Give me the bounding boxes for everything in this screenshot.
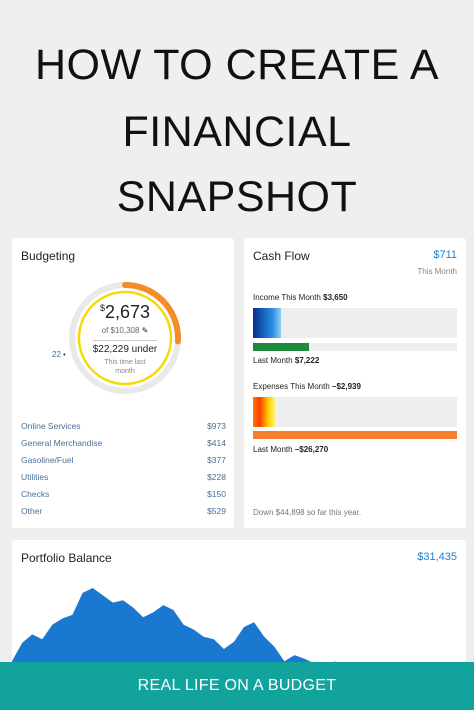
category-row[interactable]: Gasoline/Fuel $377 [21,455,226,472]
income-last-month-bar [253,343,457,351]
category-amount: $150 [207,489,226,499]
expense-last-label-text: Last Month [253,445,293,454]
ring-divider [93,340,157,341]
title-line-1: HOW TO CREATE A [34,41,440,89]
expense-label: Expenses This Month –$2,939 [253,382,361,391]
income-value: $3,650 [323,293,348,302]
expense-last-month-fill [253,431,457,439]
category-row[interactable]: General Merchandise $414 [21,438,226,455]
income-last-value: $7,222 [294,356,320,365]
budget-total: of $10,308 ✎ [69,326,181,335]
day-marker: 22 • [52,350,66,359]
category-name: Online Services [21,421,81,431]
cash-flow-period: This Month [417,267,457,276]
income-last-label: Last Month $7,222 [253,356,319,365]
expense-last-value: –$26,270 [294,445,329,454]
category-name: General Merchandise [21,438,103,448]
category-amount: $529 [207,506,226,516]
income-label-text: Income This Month [253,293,321,302]
budgeting-card[interactable]: Budgeting $2,673 of $10,308 ✎ $22,229 un… [12,238,234,528]
portfolio-amount: $31,435 [417,551,457,563]
expense-bar [253,397,457,427]
expense-last-label: Last Month –$26,270 [253,445,328,454]
cash-flow-card[interactable]: Cash Flow $711 This Month Income This Mo… [244,238,466,528]
comparison-note: This time last month [104,359,146,375]
category-row[interactable]: Other $529 [21,506,226,523]
income-last-month-fill [253,343,309,351]
currency-symbol: $ [99,303,105,313]
budget-summary: $2,673 of $10,308 ✎ $22,229 under This t… [69,282,181,394]
category-name: Gasoline/Fuel [21,455,74,465]
category-amount: $228 [207,472,226,482]
brand-banner: REAL LIFE ON A BUDGET [0,662,474,710]
category-name: Checks [21,489,50,499]
category-list: Online Services $973 General Merchandise $4… [21,421,226,523]
spent-amount: $2,673 [69,302,181,323]
budgeting-title: Budgeting [21,249,76,263]
category-amount: $973 [207,421,226,431]
expense-value: –$2,939 [332,382,361,391]
title-line-2: FINANCIAL [122,108,352,156]
category-row[interactable]: Checks $150 [21,489,226,506]
portfolio-title: Portfolio Balance [21,551,112,565]
under-budget-text: $22,229 under [92,344,158,355]
category-amount: $377 [207,455,226,465]
income-bar-fill [253,308,281,338]
budget-ring [69,282,181,394]
income-label: Income This Month $3,650 [253,293,348,302]
expense-last-month-bar [253,431,457,439]
income-last-label-text: Last Month [253,356,293,365]
spent-value: 2,673 [104,302,151,322]
cash-flow-title: Cash Flow [253,249,310,263]
dot-icon: • [63,352,66,359]
category-row[interactable]: Utilities $228 [21,472,226,489]
banner-text: REAL LIFE ON A BUDGET [137,677,337,694]
pencil-icon[interactable]: ✎ [141,326,149,335]
title-line-3: SNAPSHOT [116,173,358,221]
cash-flow-amount: $711 [433,249,457,261]
category-amount: $414 [207,438,226,448]
budget-total-text: of $10,308 [101,326,140,335]
category-name: Other [21,506,43,516]
expense-label-text: Expenses This Month [253,382,330,391]
expense-bar-fill [253,397,275,427]
category-name: Utilities [21,472,49,482]
cash-flow-footer: Down $44,898 so far this year. [253,508,362,517]
category-row[interactable]: Online Services $973 [21,421,226,438]
title-header: HOW TO CREATE A FINANCIAL SNAPSHOT [0,0,474,232]
day-marker-value: 22 [52,350,61,359]
ring-progress-arc [69,282,181,394]
income-bar [253,308,457,338]
